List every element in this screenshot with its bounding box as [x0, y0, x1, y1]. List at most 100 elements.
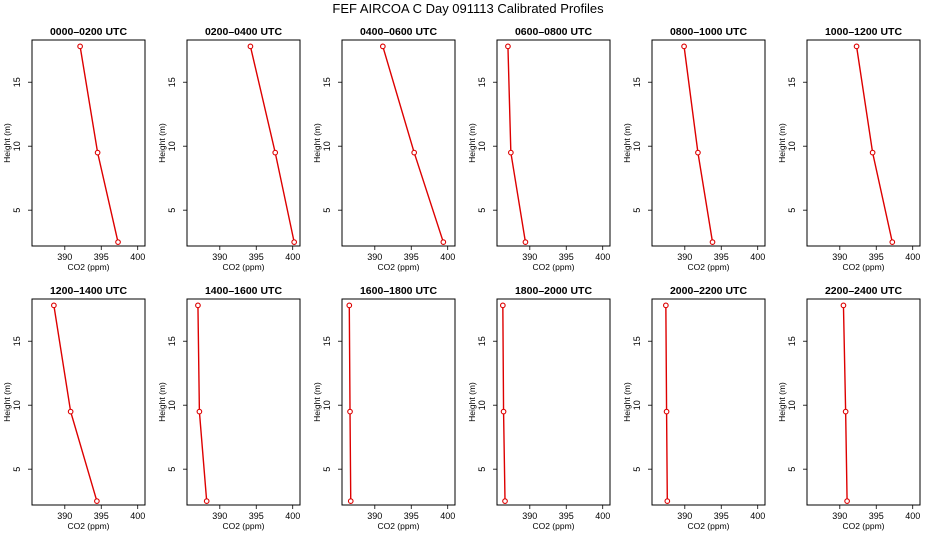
y-tick-label: 10 [167, 141, 177, 151]
panel-11: 2000–2200 UTC 390 395 400 5 10 15 CO2 (ppm) Heig… [622, 285, 766, 531]
y-tick-label: 5 [632, 467, 642, 472]
x-tick-label: 395 [249, 511, 264, 521]
data-point [94, 498, 100, 505]
profile-line [53, 305, 98, 502]
data-point [115, 239, 121, 246]
y-axis-label: Height (m) [467, 123, 477, 163]
plot-frame [31, 298, 146, 506]
plot-frame [186, 39, 301, 247]
data-point [440, 239, 447, 246]
x-axis-label: CO2 (ppm) [377, 262, 419, 272]
y-tick-label: 10 [477, 141, 487, 151]
panel-title: 0200–0400 UTC [205, 26, 282, 38]
y-tick-label: 5 [167, 208, 177, 213]
x-tick-label: 400 [595, 252, 610, 262]
y-axis-label: Height (m) [467, 382, 477, 422]
y-axis-label: Height (m) [622, 382, 632, 422]
x-tick-label: 400 [595, 511, 610, 521]
profile-line [249, 46, 295, 243]
x-tick-label: 400 [905, 511, 920, 521]
panel-title: 0800–1000 UTC [670, 26, 747, 38]
data-point [508, 149, 514, 156]
x-tick-label: 400 [440, 252, 455, 262]
y-axis-label: Height (m) [777, 382, 787, 422]
plot-frame [806, 298, 921, 506]
data-point [664, 498, 671, 505]
data-point [663, 408, 670, 415]
y-tick-label: 15 [632, 336, 642, 346]
profile-line [79, 46, 119, 243]
x-tick-label: 390 [522, 252, 537, 262]
y-tick-label: 10 [322, 400, 332, 410]
x-axis-label: CO2 (ppm) [532, 521, 574, 531]
y-tick-label: 15 [632, 77, 642, 87]
panel-title: 1800–2000 UTC [515, 285, 592, 297]
x-tick-label: 400 [285, 252, 300, 262]
x-tick-label: 395 [404, 252, 419, 262]
x-tick-label: 390 [212, 511, 227, 521]
plot-frame [341, 298, 456, 506]
data-point [709, 239, 716, 246]
x-axis-label: CO2 (ppm) [222, 262, 264, 272]
x-tick-label: 395 [714, 511, 729, 521]
panel-1: 0000–0200 UTC 390 395 400 5 10 15 CO2 (ppm) Heig… [2, 26, 146, 272]
data-point [347, 408, 353, 415]
y-tick-label: 15 [322, 77, 332, 87]
y-tick-label: 10 [787, 141, 797, 151]
y-tick-label: 10 [632, 141, 642, 151]
data-point [844, 498, 850, 505]
x-tick-label: 390 [522, 511, 537, 521]
x-axis-label: CO2 (ppm) [222, 521, 264, 531]
x-tick-label: 390 [677, 511, 692, 521]
figure-title: FEF AIRCOA C Day 091113 Calibrated Profi… [332, 1, 604, 16]
x-axis-label: CO2 (ppm) [687, 262, 729, 272]
panel-6: 1000–1200 UTC 390 395 400 5 10 15 CO2 (ppm) Heig… [777, 26, 921, 272]
panel-grid: 0000–0200 UTC 390 395 400 5 10 15 CO2 (ppm) Heig… [2, 26, 921, 531]
data-point [272, 149, 279, 156]
y-tick-label: 15 [477, 77, 487, 87]
data-point [842, 408, 849, 415]
profile-line [842, 305, 848, 502]
data-point [522, 239, 529, 246]
x-tick-label: 395 [869, 252, 884, 262]
y-tick-label: 5 [322, 208, 332, 213]
x-tick-label: 395 [559, 252, 574, 262]
x-tick-label: 395 [714, 252, 729, 262]
x-tick-label: 390 [832, 511, 847, 521]
plot-frame [341, 39, 456, 247]
panel-5: 0800–1000 UTC 390 395 400 5 10 15 CO2 (ppm) Heig… [622, 26, 766, 272]
x-axis-label: CO2 (ppm) [377, 521, 419, 531]
data-point [663, 302, 669, 309]
y-tick-label: 5 [477, 208, 487, 213]
panel-title: 0600–0800 UTC [515, 26, 592, 38]
data-point [196, 408, 203, 415]
y-tick-label: 5 [477, 467, 487, 472]
x-tick-label: 400 [905, 252, 920, 262]
y-tick-label: 10 [787, 400, 797, 410]
plot-frame [651, 298, 766, 506]
y-tick-label: 10 [632, 400, 642, 410]
data-point [499, 302, 506, 309]
data-point [346, 302, 353, 309]
x-tick-label: 400 [285, 511, 300, 521]
panel-title: 0000–0200 UTC [50, 26, 127, 38]
y-tick-label: 15 [477, 336, 487, 346]
x-tick-label: 395 [94, 252, 109, 262]
x-axis-label: CO2 (ppm) [842, 262, 884, 272]
profile-line [507, 46, 527, 243]
y-axis-label: Height (m) [2, 123, 12, 163]
data-point [77, 43, 83, 50]
x-axis-label: CO2 (ppm) [67, 521, 109, 531]
y-tick-label: 5 [632, 208, 642, 213]
data-point [853, 43, 860, 50]
x-tick-label: 395 [559, 511, 574, 521]
panel-10: 1800–2000 UTC 390 395 400 5 10 15 CO2 (ppm) Heig… [467, 285, 611, 531]
x-tick-label: 400 [130, 511, 145, 521]
panel-7: 1200–1400 UTC 390 395 400 5 10 15 CO2 (ppm) Heig… [2, 285, 146, 531]
x-tick-label: 400 [750, 252, 765, 262]
y-axis-label: Height (m) [157, 382, 167, 422]
y-tick-label: 15 [167, 336, 177, 346]
y-tick-label: 15 [167, 77, 177, 87]
panel-8: 1400–1600 UTC 390 395 400 5 10 15 CO2 (ppm) Heig… [157, 285, 301, 531]
plot-frame [651, 39, 766, 247]
